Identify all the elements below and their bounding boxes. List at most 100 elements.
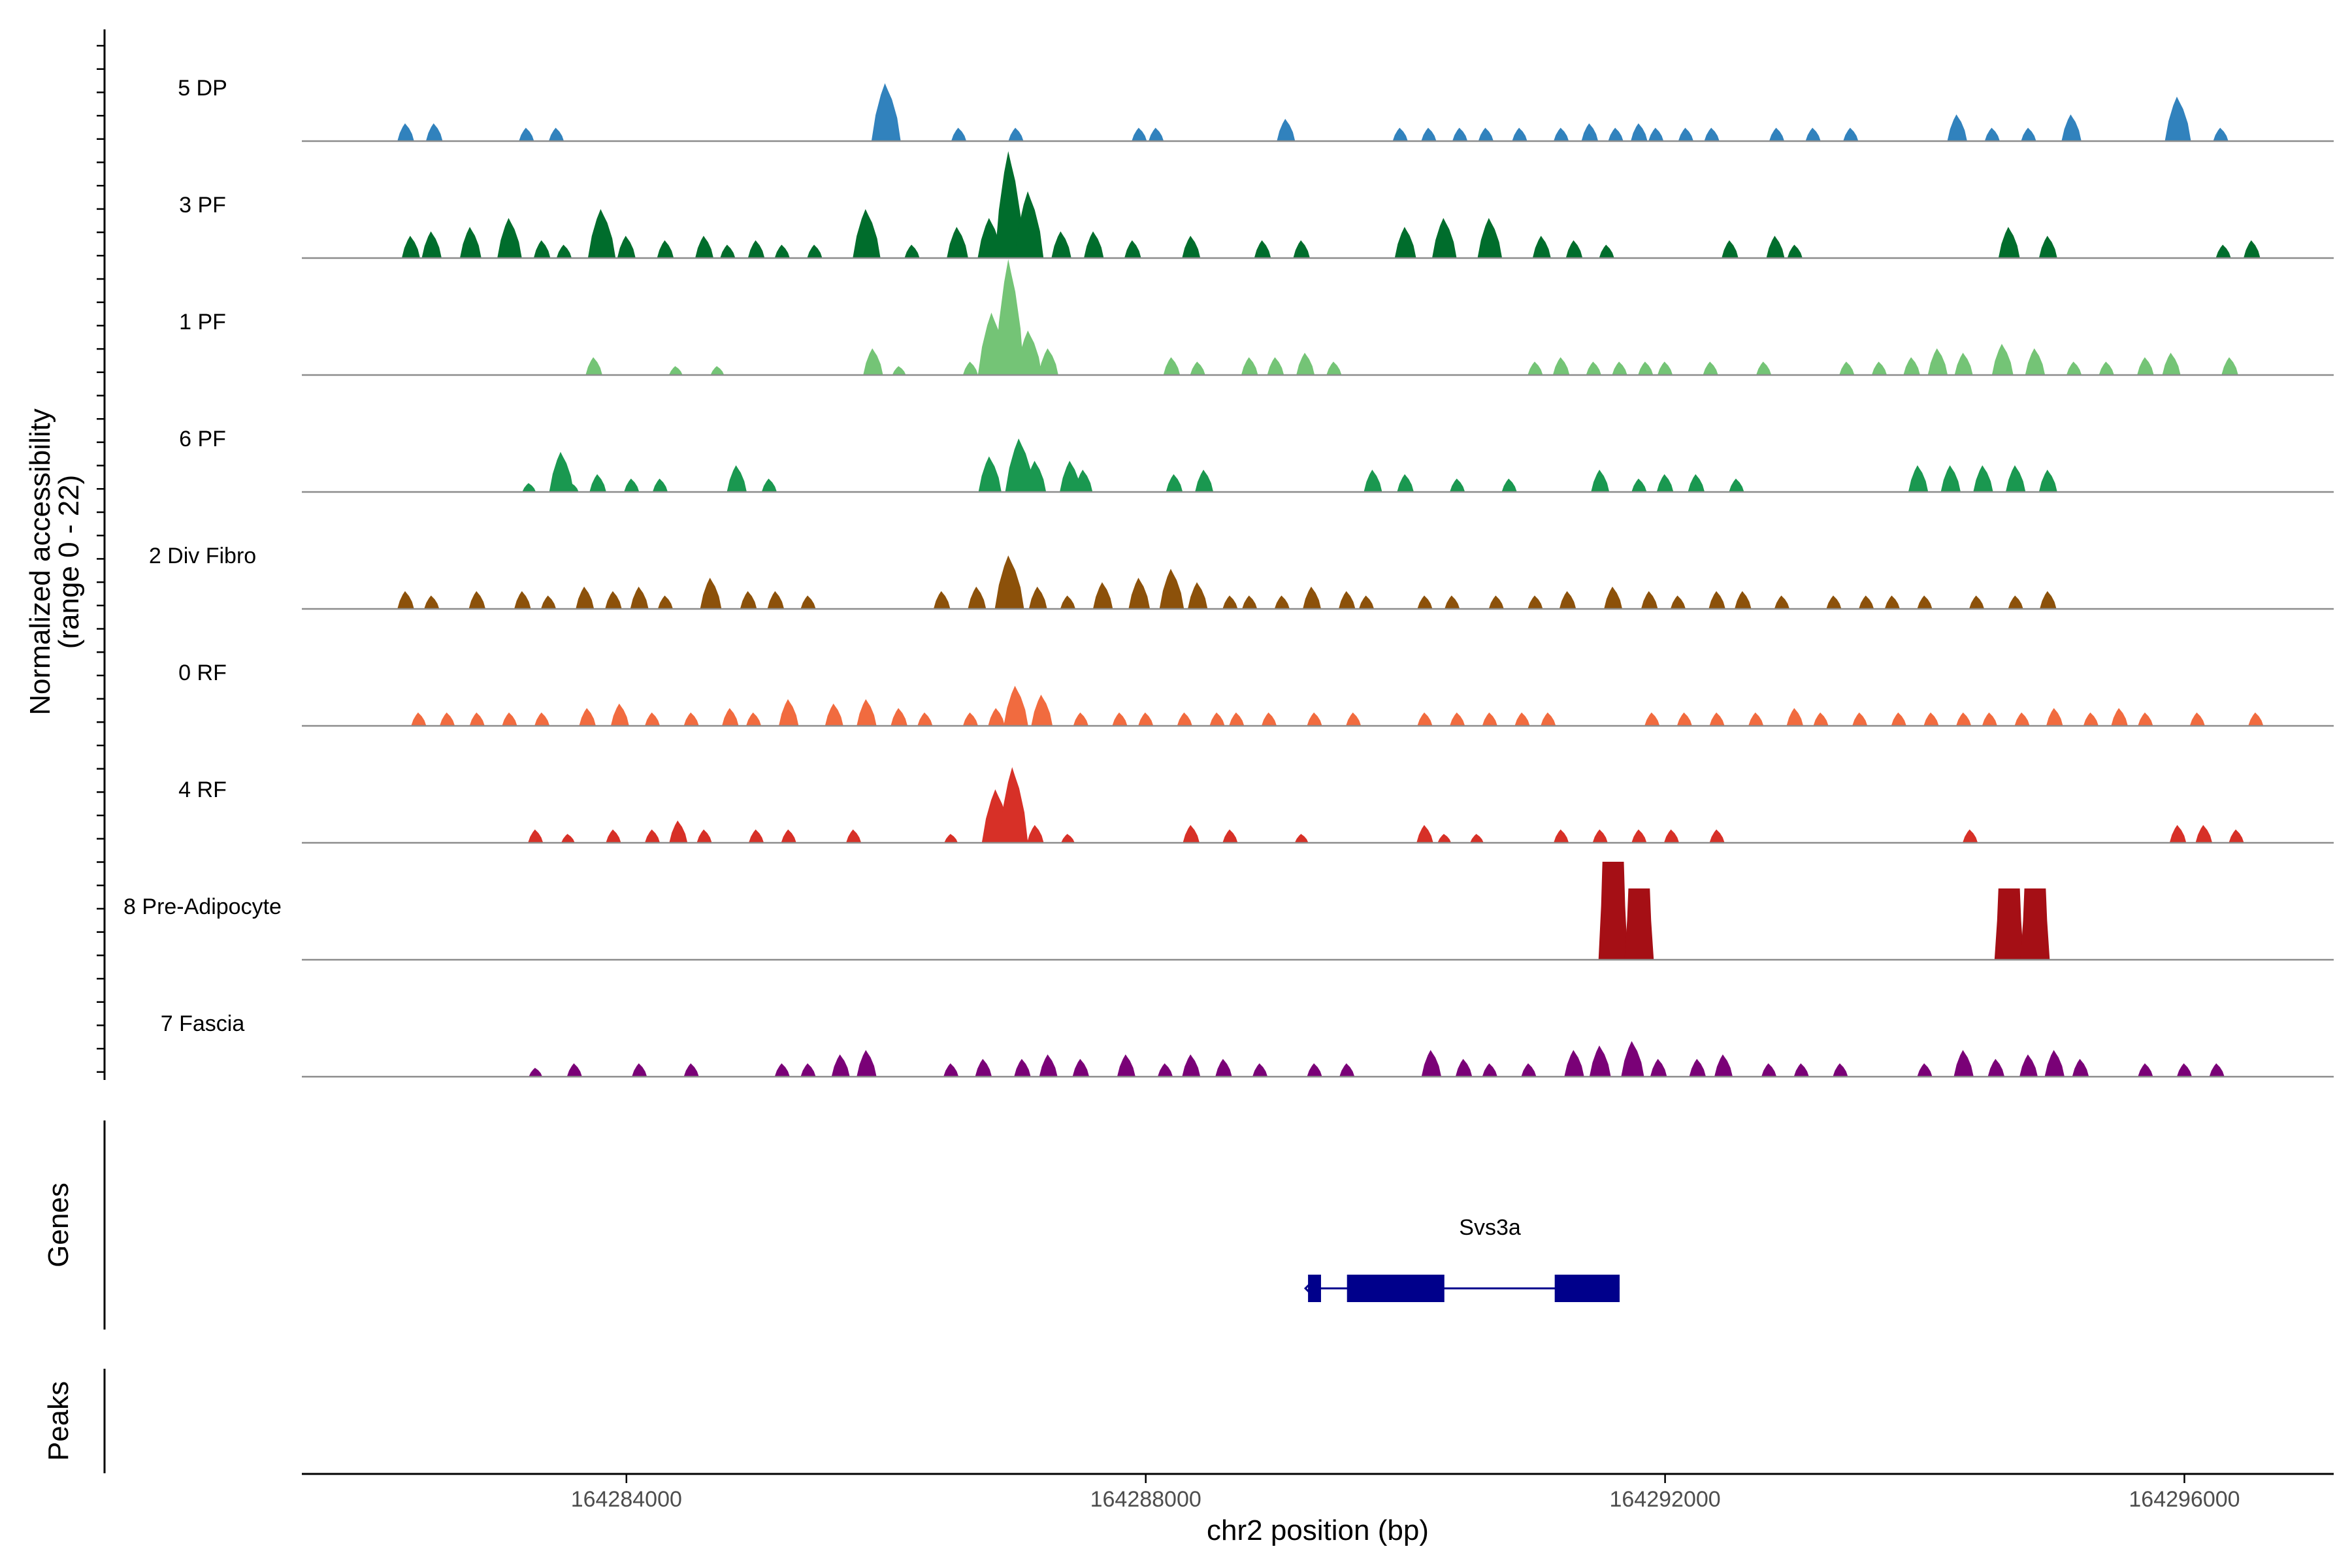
coverage-peak: [1117, 1054, 1135, 1077]
coverage-peak: [1621, 1041, 1644, 1077]
coverage-peak: [2221, 357, 2238, 375]
coverage-y-axis-ticks: [97, 44, 105, 1073]
coverage-peak: [1826, 595, 1842, 609]
coverage-peak: [761, 478, 777, 492]
track-8: 8 Pre-Adipocyte: [123, 862, 2334, 961]
coverage-peak: [1527, 361, 1543, 375]
coverage-peak: [2020, 888, 2050, 960]
coverage-peak: [1182, 1054, 1201, 1077]
coverage-peak: [1884, 595, 1900, 609]
coverage-peak: [1871, 361, 1887, 375]
coverage-peak: [710, 366, 725, 375]
coverage-peak: [514, 591, 531, 609]
coverage-peak: [1477, 218, 1503, 258]
coverage-peak: [411, 712, 427, 726]
coverage-peak: [1650, 1058, 1667, 1077]
x-axis-ticks: 164284000 164288000 164292000 164296000: [571, 1474, 2240, 1512]
coverage-peak: [1663, 829, 1680, 843]
coverage-peak: [1735, 591, 1752, 609]
coverage-peak: [1242, 595, 1258, 609]
x-axis-title: chr2 position (bp): [1207, 1514, 1429, 1546]
coverage-peak: [683, 1063, 699, 1077]
x-axis-tick-label: 164288000: [1090, 1487, 1201, 1512]
coverage-peak: [1326, 361, 1342, 375]
coverage-peak: [1397, 474, 1414, 492]
coverage-peak: [1014, 1058, 1031, 1077]
track-9: 7 Fascia: [161, 1011, 2334, 1078]
coverage-peak: [1241, 357, 1258, 375]
coverage-peak: [1559, 591, 1576, 609]
track-label: 8 Pre-Adipocyte: [123, 894, 282, 919]
coverage-peak: [779, 699, 799, 726]
track-label: 5 DP: [178, 76, 227, 101]
coverage-peak: [1589, 1045, 1611, 1077]
coverage-peak: [1624, 888, 1654, 960]
coverage-peak: [1953, 1050, 1974, 1077]
coverage-peak: [1222, 829, 1238, 843]
coverage-peak: [1532, 235, 1551, 258]
coverage-peak: [1676, 712, 1692, 726]
coverage-peak: [871, 83, 901, 141]
coverage-peak: [534, 712, 550, 726]
coverage-peak: [696, 829, 712, 843]
coverage-peak: [2164, 96, 2191, 141]
coverage-peak: [652, 478, 668, 492]
coverage-peak: [2137, 357, 2154, 375]
coverage-peak: [853, 209, 881, 258]
coverage-peak: [1638, 361, 1654, 375]
coverage-peak: [1274, 595, 1290, 609]
coverage-peak: [2099, 361, 2114, 375]
coverage-peak: [845, 829, 862, 843]
coverage-peak: [994, 259, 1024, 375]
coverage-peak: [1455, 1058, 1473, 1077]
coverage-peak: [1657, 361, 1673, 375]
coverage-peak: [1031, 694, 1053, 726]
coverage-peak: [630, 586, 649, 609]
coverage-peak: [2008, 595, 2023, 609]
coverage-peak: [2019, 1054, 2038, 1077]
coverage-peak: [1612, 361, 1627, 375]
coverage-peak: [1177, 712, 1192, 726]
coverage-peak: [1648, 127, 1664, 141]
track-7: 4 RF: [178, 767, 2334, 844]
coverage-peak: [1512, 127, 1527, 141]
x-axis-tick-label: 164292000: [1609, 1487, 1720, 1512]
coverage-peak: [951, 127, 967, 141]
coverage-peak: [1215, 1058, 1232, 1077]
coverage-peak: [1394, 227, 1416, 258]
coverage-peak: [863, 348, 883, 375]
track-label: 1 PF: [179, 310, 226, 335]
coverage-peak: [564, 483, 579, 492]
y-axis-title-line1: Normalized accessibility: [24, 408, 56, 715]
coverage-peak: [994, 555, 1024, 609]
coverage-peak: [1124, 240, 1141, 258]
coverage-peak: [1987, 1058, 2005, 1077]
coverage-peak: [2189, 712, 2205, 726]
coverage-peak: [1482, 712, 1497, 726]
coverage-peak: [1927, 348, 1948, 375]
coverage-peak: [1478, 127, 1494, 141]
gene-exon: [1554, 1275, 1620, 1302]
coverage-peak: [1769, 127, 1785, 141]
y-axis-title-line2: (range 0 - 22): [53, 475, 85, 649]
coverage-peak: [1982, 712, 1997, 726]
track-label: 0 RF: [178, 661, 227, 685]
coverage-peak: [497, 218, 522, 258]
coverage-peak: [825, 703, 843, 726]
coverage-peak: [740, 591, 757, 609]
coverage-peak: [1014, 191, 1044, 258]
coverage-peak: [1923, 712, 1939, 726]
coverage-peak: [975, 1058, 992, 1077]
coverage-peak: [683, 712, 699, 726]
coverage-peak: [1364, 469, 1382, 492]
coverage-peak: [1917, 595, 1933, 609]
coverage-peak: [2248, 712, 2264, 726]
coverage-peak: [1839, 361, 1855, 375]
coverage-peak: [425, 123, 443, 141]
coverage-peak: [2209, 1063, 2225, 1077]
coverage-peak: [962, 712, 979, 726]
gene-exon: [1308, 1275, 1321, 1302]
coverage-peak: [892, 366, 906, 375]
coverage-peak: [1005, 438, 1035, 492]
coverage-peak: [1132, 127, 1147, 141]
